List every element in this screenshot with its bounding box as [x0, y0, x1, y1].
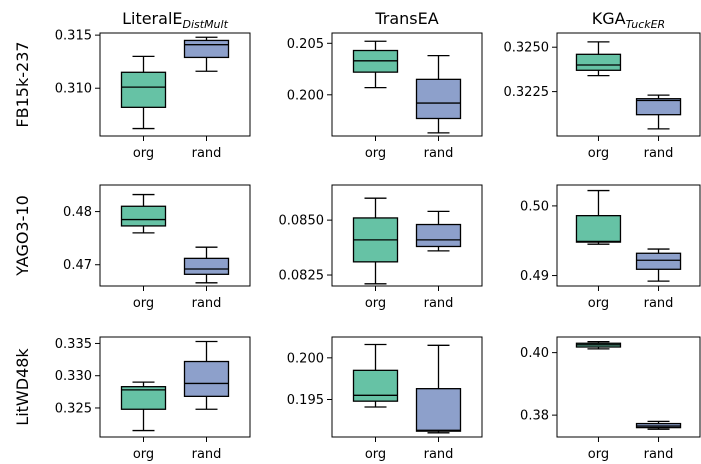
- column-title-main: LiteralE: [122, 9, 182, 28]
- y-tick-label: 0.325: [55, 401, 92, 416]
- box-body: [183, 39, 230, 59]
- column-title-main: TransEA: [374, 9, 438, 28]
- box-rand: [415, 344, 462, 434]
- panel-r2-c1: 0.195 0.200 org rand: [287, 336, 483, 462]
- x-tick-label: rand: [192, 447, 222, 462]
- axes-frame: [99, 32, 251, 137]
- x-tick-label: rand: [644, 296, 674, 311]
- y-tick-label: 0.48: [63, 205, 92, 220]
- x-tick-label: rand: [644, 447, 674, 462]
- column-title-subscript: TuckER: [626, 18, 666, 31]
- box-rand: [415, 55, 462, 134]
- panel-r0-c1: 0.200 0.205 org rand: [287, 32, 483, 161]
- box-body: [635, 98, 682, 116]
- box-org: [120, 381, 167, 432]
- box-org: [120, 55, 167, 130]
- y-tick-label: 0.335: [55, 337, 92, 352]
- box-body: [575, 214, 622, 243]
- column-title-0: LiteralEDistMult: [122, 9, 229, 31]
- x-tick-label: org: [588, 296, 609, 311]
- x-tick-label: org: [365, 146, 386, 161]
- panel-r2-c2: 0.38 0.40 org rand: [520, 336, 701, 462]
- y-tick-label: 0.49: [520, 269, 549, 284]
- axes-frame: [99, 184, 251, 287]
- x-tick-label: org: [365, 447, 386, 462]
- box-body: [120, 205, 167, 227]
- x-tick-label: rand: [192, 146, 222, 161]
- box-body: [415, 223, 462, 248]
- x-tick-label: org: [588, 447, 609, 462]
- box-body: [183, 257, 230, 275]
- column-title-main: KGA: [592, 9, 626, 28]
- box-body: [575, 53, 622, 71]
- x-tick-label: org: [133, 146, 154, 161]
- x-tick-label: rand: [424, 447, 454, 462]
- x-tick-label: rand: [424, 296, 454, 311]
- y-tick-label: 0.200: [287, 88, 324, 103]
- row-label-0: FB15k-237: [13, 41, 32, 127]
- box-body: [415, 388, 462, 432]
- y-tick-label: 0.200: [287, 351, 324, 366]
- panel-r1-c1: 0.0825 0.0850 org rand: [279, 184, 483, 311]
- panel-r0-c0: 0.310 0.315 org rand: [55, 29, 251, 161]
- axes-frame: [331, 32, 483, 137]
- box-rand: [183, 340, 230, 410]
- y-tick-label: 0.315: [55, 29, 92, 44]
- y-tick-label: 0.0850: [279, 214, 325, 229]
- row-label-2: LitWD48k: [13, 348, 32, 426]
- y-tick-label: 0.0825: [279, 269, 325, 284]
- column-title-1: TransEA: [374, 9, 438, 28]
- box-org: [352, 197, 399, 285]
- y-tick-label: 0.3225: [504, 85, 550, 100]
- box-org: [575, 41, 622, 77]
- panel-r2-c0: 0.325 0.330 0.335 org rand: [55, 336, 251, 462]
- panel-r1-c0: 0.47 0.48 org rand: [63, 184, 251, 311]
- axes-frame: [556, 184, 701, 287]
- y-tick-label: 0.40: [520, 346, 549, 361]
- box-body: [183, 360, 230, 398]
- box-body: [415, 78, 462, 120]
- box-org: [575, 341, 622, 350]
- box-rand: [183, 246, 230, 284]
- box-body: [635, 252, 682, 270]
- y-tick-label: 0.310: [55, 82, 92, 97]
- box-rand: [635, 248, 682, 282]
- y-tick-label: 0.195: [287, 393, 324, 408]
- y-tick-label: 0.205: [287, 37, 324, 52]
- x-tick-label: org: [133, 296, 154, 311]
- row-label-1: YAGO3-10: [13, 195, 32, 277]
- x-tick-label: rand: [424, 146, 454, 161]
- x-tick-label: rand: [644, 146, 674, 161]
- axes-frame: [556, 32, 701, 137]
- panel-r0-c2: 0.3225 0.3250 org rand: [504, 32, 701, 161]
- column-title-subscript: DistMult: [183, 18, 229, 31]
- box-rand: [635, 420, 682, 430]
- box-body: [120, 71, 167, 108]
- y-tick-label: 0.330: [55, 369, 92, 384]
- box-org: [575, 189, 622, 245]
- box-rand: [415, 210, 462, 252]
- axes-frame: [331, 336, 483, 438]
- box-org: [352, 40, 399, 89]
- box-org: [120, 193, 167, 234]
- y-tick-label: 0.47: [63, 258, 92, 273]
- box-rand: [635, 94, 682, 130]
- axes-frame: [556, 336, 701, 438]
- axes-frame: [99, 336, 251, 438]
- column-title-2: KGATuckER: [592, 9, 665, 31]
- x-tick-label: rand: [192, 296, 222, 311]
- y-tick-label: 0.3250: [504, 41, 550, 56]
- y-tick-label: 0.50: [520, 199, 549, 214]
- panel-r1-c2: 0.49 0.50 org rand: [520, 184, 701, 311]
- box-rand: [183, 36, 230, 72]
- x-tick-label: org: [365, 296, 386, 311]
- box-body: [120, 386, 167, 410]
- box-org: [352, 343, 399, 408]
- box-body: [352, 369, 399, 402]
- axes-frame: [331, 184, 483, 287]
- y-tick-label: 0.38: [520, 409, 549, 424]
- x-tick-label: org: [588, 146, 609, 161]
- x-tick-label: org: [133, 447, 154, 462]
